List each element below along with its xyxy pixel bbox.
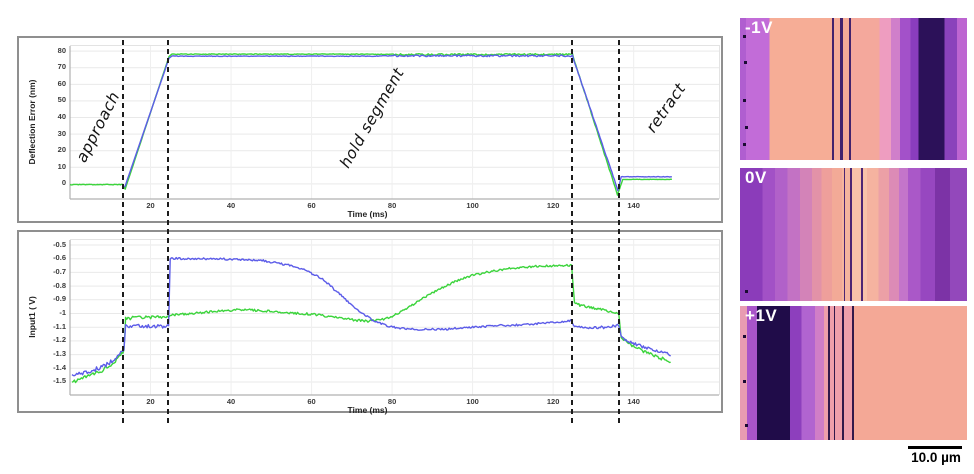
scan-line-artifact	[848, 18, 851, 160]
x-tick-label: 60	[307, 201, 316, 210]
input1-blue-trace	[71, 256, 671, 377]
speck	[743, 142, 747, 146]
speck	[742, 35, 746, 39]
plot-area: approach hold segment retract	[69, 45, 720, 200]
y-tick-label: 30	[57, 128, 66, 138]
plot-area	[69, 239, 720, 396]
y-tick-label: -0.5	[53, 239, 66, 249]
speck	[742, 379, 746, 383]
y-tick-label: 40	[57, 112, 66, 122]
scan-line-artifact	[832, 18, 835, 160]
y-tick-label: -0.6	[53, 253, 66, 263]
y-tick-label: -1	[59, 307, 66, 317]
afm-panel-0V: 0V	[740, 168, 967, 301]
y-tick-label: -0.9	[53, 294, 66, 304]
scan-line-artifact	[828, 306, 830, 440]
y-tick-label: 70	[57, 62, 66, 72]
x-axis-title: Time (ms)	[347, 209, 388, 219]
y-tick-label: 10	[57, 161, 66, 171]
y-tick-label: -0.7	[53, 266, 66, 276]
y-tick-label: -1.2	[53, 335, 66, 345]
y-tick-label: -1.4	[53, 362, 66, 372]
y-tick-label: 0	[61, 178, 66, 188]
speck	[744, 423, 748, 427]
x-tick-label: 120	[546, 201, 560, 210]
deflection-blue-trace	[124, 54, 672, 192]
y-tick-label: 60	[57, 78, 66, 88]
chart-svg	[69, 46, 719, 200]
x-tick-label: 20	[146, 397, 155, 406]
speck	[742, 98, 746, 102]
scan-line-artifact	[843, 168, 846, 301]
x-tick-label: 60	[307, 397, 316, 406]
y-axis-title: Deflection Error (nm)	[27, 78, 37, 165]
scan-line-artifact	[834, 306, 836, 440]
x-tick-label: 40	[226, 397, 236, 406]
dashed-marker	[571, 40, 574, 424]
input1-green-trace	[71, 263, 671, 384]
y-tick-label: -1.1	[53, 321, 66, 331]
scan-line-artifact	[861, 168, 863, 301]
speck	[743, 335, 747, 339]
scale-bar	[908, 446, 962, 449]
x-tick-label: 80	[387, 397, 397, 406]
scan-line-artifact	[851, 306, 855, 440]
dashed-marker	[617, 40, 620, 424]
scale-bar-label: 10.0 µm	[911, 450, 961, 465]
x-tick-label: 120	[546, 397, 560, 406]
input1-chart: -0.5 -0.6 -0.7 -0.8 -0.9 -1 -1.1 -1.2 -1.3 -1.4 -1…	[17, 230, 723, 415]
y-tick-label: -1.5	[53, 376, 66, 386]
x-tick-label: 140	[627, 397, 640, 406]
chart-svg	[69, 240, 719, 396]
y-tick-label: -0.8	[53, 280, 66, 290]
y-tick-label: 50	[57, 95, 66, 105]
scan-line-artifact	[842, 306, 845, 440]
scan-line-artifact	[850, 168, 853, 301]
speck	[744, 125, 748, 129]
panel-voltage-label: +1V	[745, 306, 778, 325]
x-axis-title: Time (ms)	[347, 405, 388, 415]
x-tick-label: 80	[387, 201, 397, 210]
x-tick-label: 40	[226, 201, 236, 210]
y-tick-label: -1.3	[53, 349, 66, 359]
x-tick-label: 20	[146, 201, 155, 210]
panel-voltage-label: 0V	[745, 168, 767, 187]
y-tick-label: 20	[57, 145, 66, 155]
x-tick-label: 100	[466, 397, 479, 406]
y-tick-label: 80	[57, 45, 66, 55]
speck	[744, 290, 748, 294]
deflection-error-chart: approach hold segment retract 0 10 20 30 40 50 60…	[17, 36, 723, 223]
afm-panel--1V: -1V	[740, 18, 967, 160]
dashed-marker	[167, 40, 170, 424]
x-tick-label: 100	[466, 201, 479, 210]
x-tick-label: 140	[627, 201, 640, 210]
y-axis-title: Input1 ( V)	[27, 295, 37, 338]
dashed-marker	[122, 40, 125, 424]
speck	[744, 60, 748, 64]
panel-voltage-label: -1V	[745, 18, 773, 37]
scan-line-artifact	[840, 18, 843, 160]
afm-panel-plus1V: +1V	[740, 306, 967, 440]
